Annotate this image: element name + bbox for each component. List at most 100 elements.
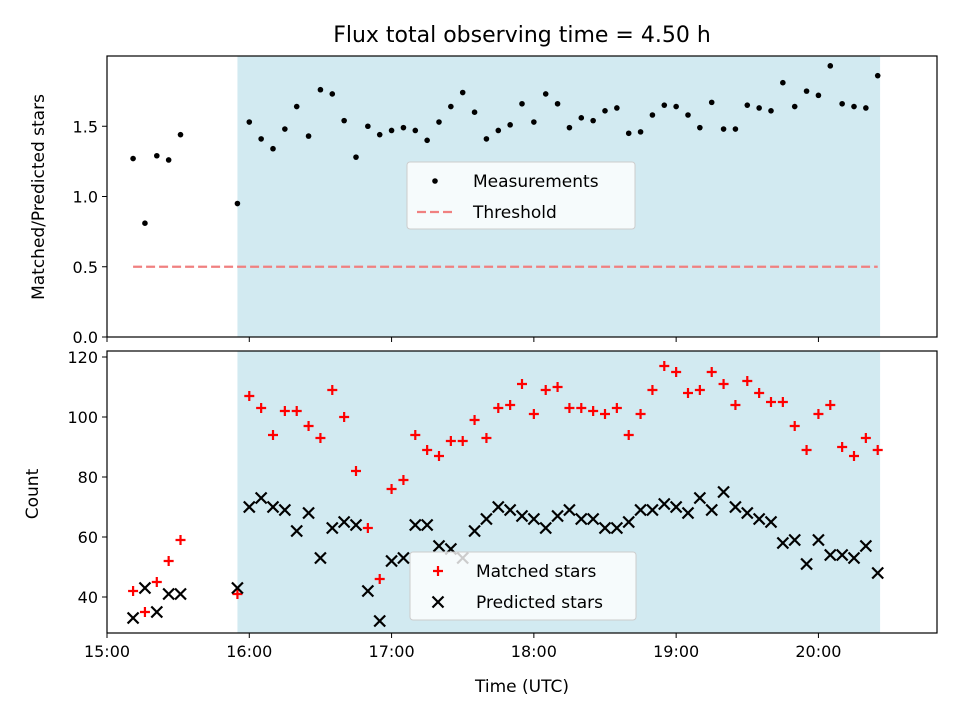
measurement-point: [839, 100, 845, 107]
matched-star-point: [540, 385, 551, 395]
measurement-point: [424, 137, 430, 144]
matched-star-point: [362, 523, 373, 533]
measurement-point: [732, 126, 739, 132]
matched-star-point: [837, 442, 848, 452]
predicted-star-point: [326, 521, 339, 535]
matched-star-point: [386, 484, 397, 494]
measurement-point: [507, 122, 513, 128]
matched-star-point: [256, 403, 267, 413]
matched-star-point: [588, 406, 599, 416]
matched-star-point: [315, 433, 326, 443]
measurement-point: [614, 105, 620, 111]
predicted-star-point: [266, 500, 280, 514]
predicted-star-point: [634, 503, 647, 517]
matched-star-point: [671, 367, 682, 377]
bottom-ytick-label: 100: [67, 408, 98, 427]
matched-star-point: [434, 451, 444, 461]
measurement-point: [756, 105, 762, 111]
legend-predicted-swatch: [431, 595, 445, 609]
measurement-point: [436, 119, 442, 125]
predicted-star-point: [492, 500, 505, 514]
predicted-star-point: [776, 536, 790, 550]
predicted-star-point: [138, 581, 152, 595]
matched-star-point: [422, 445, 433, 455]
measurement-point: [258, 136, 264, 142]
measurement-point: [376, 131, 383, 138]
measurement-point: [293, 103, 300, 110]
predicted-star-point: [717, 485, 730, 499]
measurement-point: [685, 112, 691, 118]
predicted-star-point: [468, 524, 481, 538]
predicted-star-point: [361, 584, 375, 598]
matched-star-point: [718, 379, 729, 389]
matched-star-point: [564, 403, 575, 413]
predicted-star-point: [126, 611, 140, 625]
matched-star-point: [576, 403, 587, 413]
top-axes-frame: [106, 55, 938, 338]
top-ytick-label: 0.0: [73, 328, 98, 347]
measurement-point: [234, 200, 241, 207]
matched-star-point: [683, 388, 693, 398]
predicted-star-point: [290, 524, 303, 538]
matched-star-point: [128, 586, 139, 596]
matched-star-point: [694, 385, 705, 395]
matched-star-point: [163, 556, 174, 566]
legend-matched-swatch: [433, 566, 443, 576]
matched-star-point: [528, 409, 539, 419]
measurement-point: [768, 107, 774, 114]
matched-star-point: [339, 412, 350, 422]
predicted-star-point: [563, 503, 576, 517]
measurement-point: [365, 123, 371, 130]
measurement-point: [471, 109, 478, 115]
matched-star-point: [706, 367, 717, 377]
measurement-point: [519, 100, 525, 107]
predicted-star-point: [231, 581, 244, 595]
top-legend: Measurements Threshold: [406, 161, 636, 230]
predicted-star-point: [150, 605, 164, 619]
measurement-point: [602, 107, 608, 114]
predicted-star-point: [847, 551, 861, 565]
measurement-point: [305, 133, 312, 139]
measurement-point: [673, 103, 679, 110]
measurement-point: [815, 92, 822, 99]
top-ylabel: Matched/Predicted stars: [29, 94, 49, 300]
predicted-star-point: [669, 500, 683, 514]
predicted-star-point: [302, 506, 315, 520]
figure-title: Flux total observing time = 4.50 h: [333, 23, 711, 48]
measurement-point: [780, 79, 786, 86]
predicted-star-point: [527, 512, 541, 526]
matched-star-point: [730, 400, 741, 410]
predicted-star-point: [503, 503, 517, 517]
bottom-ylabel: Count: [23, 468, 43, 519]
matched-star-point: [469, 415, 480, 425]
measurement-point: [329, 91, 336, 97]
top-ytick-label: 1.0: [73, 188, 98, 207]
predicted-star-point: [681, 506, 695, 520]
x-axis-label: Time (UTC): [474, 677, 569, 697]
measurement-point: [803, 88, 810, 94]
predicted-star-point: [705, 503, 718, 517]
matched-star-point: [872, 445, 883, 455]
measurement-point: [649, 112, 656, 118]
predicted-star-point: [420, 518, 434, 532]
predicted-star-point: [752, 512, 766, 526]
matched-star-point: [279, 406, 290, 416]
xtick-label: 17:00: [369, 642, 415, 661]
predicted-star-point: [278, 503, 292, 517]
matched-star-point: [777, 397, 788, 407]
measurement-point: [341, 117, 347, 124]
xtick-label: 19:00: [653, 642, 699, 661]
predicted-star-point: [551, 509, 564, 523]
predicted-star-point: [586, 512, 600, 526]
matched-star-point: [351, 466, 361, 476]
plot-layer: 0.0 0.5 1.0 1.5 Measurements Threshold 40 60 80 1…: [67, 55, 938, 661]
matched-star-point: [232, 589, 243, 599]
measurement-point: [874, 72, 881, 79]
measurement-point: [590, 117, 596, 124]
matched-star-point: [175, 535, 186, 545]
predicted-star-point: [162, 587, 175, 601]
matched-star-point: [374, 574, 385, 584]
measurement-point: [282, 126, 288, 132]
matched-star-point: [410, 430, 421, 440]
